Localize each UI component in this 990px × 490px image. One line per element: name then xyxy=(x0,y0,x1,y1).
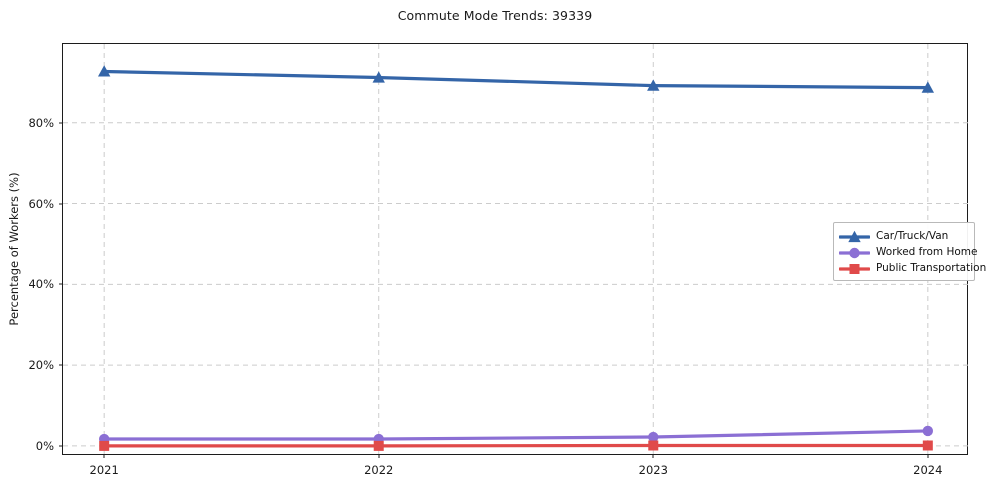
y-axis-label: Percentage of Workers (%) xyxy=(7,172,21,326)
legend-swatch-circle-icon xyxy=(838,245,871,259)
series-line-1 xyxy=(102,429,930,441)
x-tick-mark xyxy=(103,454,105,458)
data-point-marker xyxy=(99,440,110,451)
legend-label: Worked from Home xyxy=(876,245,978,258)
data-point-marker xyxy=(849,247,860,258)
y-tick-label: 20% xyxy=(28,358,54,373)
series-lines xyxy=(102,69,930,448)
data-point-marker xyxy=(97,65,111,77)
series-line-0 xyxy=(102,69,930,90)
data-point-marker xyxy=(922,440,933,451)
y-tick-label: 60% xyxy=(28,196,54,211)
x-tick-mark xyxy=(927,454,929,458)
y-tick-mark xyxy=(59,122,63,124)
chart-legend[interactable]: Car/Truck/Van Worked from Home Public Tran… xyxy=(833,222,986,281)
x-tick-label: 2021 xyxy=(89,463,119,477)
y-tick-label: 40% xyxy=(28,277,54,292)
chart-title: Commute Mode Trends: 39339 xyxy=(397,8,593,23)
y-tick-mark xyxy=(59,203,63,205)
y-tick-label: 80% xyxy=(28,115,54,130)
plot-area: 0% 20% 40% 60% 80% 2021 2022 2023 2024 xyxy=(28,43,969,477)
data-point-marker xyxy=(372,71,385,83)
legend-item-1[interactable]: Worked from Home xyxy=(838,244,977,259)
legend-label: Public Transportation xyxy=(876,261,987,274)
x-tick-label: 2022 xyxy=(364,463,394,477)
data-point-marker xyxy=(849,263,860,274)
legend-label: Car/Truck/Van xyxy=(876,229,949,242)
data-point-marker xyxy=(373,440,384,451)
series-markers xyxy=(97,65,935,451)
data-point-marker xyxy=(922,425,934,437)
data-point-marker xyxy=(648,440,659,451)
x-tick-label: 2024 xyxy=(913,463,943,477)
data-point-marker xyxy=(648,431,659,443)
y-tick-mark xyxy=(59,445,63,447)
legend-swatch-triangle-icon xyxy=(838,229,871,243)
x-tick-mark xyxy=(652,454,654,458)
legend-item-0[interactable]: Car/Truck/Van xyxy=(838,228,968,243)
legend-item-2[interactable]: Public Transportation xyxy=(838,260,986,275)
data-point-marker xyxy=(647,79,660,91)
legend-swatch-square-icon xyxy=(838,261,871,275)
x-tick-mark xyxy=(378,454,380,458)
y-tick-mark xyxy=(59,283,63,285)
data-point-marker xyxy=(848,230,861,242)
data-point-marker xyxy=(921,81,935,93)
x-tick-label: 2023 xyxy=(638,463,668,477)
plot-svg xyxy=(63,44,969,456)
y-tick-mark xyxy=(59,364,63,366)
y-tick-label: 0% xyxy=(35,438,54,453)
